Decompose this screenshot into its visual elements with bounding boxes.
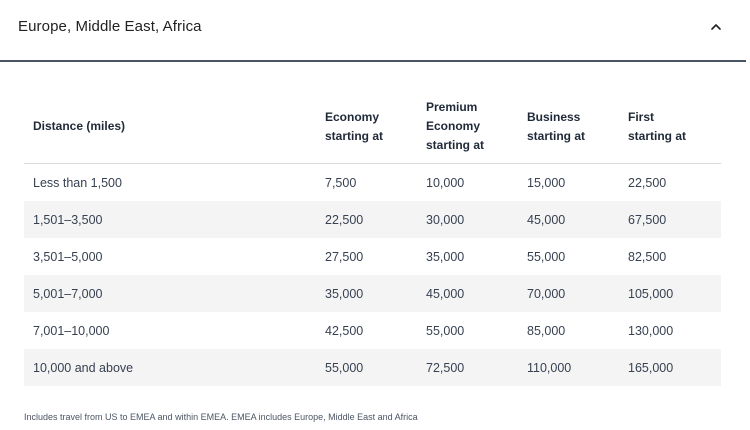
column-header-premium-economy: Premium Economy starting at xyxy=(417,90,518,164)
distance-cell: 10,000 and above xyxy=(24,349,316,386)
table-row: 7,001–10,000 42,500 55,000 85,000 130,00… xyxy=(24,312,721,349)
table-row: 3,501–5,000 27,500 35,000 55,000 82,500 xyxy=(24,238,721,275)
business-cell: 110,000 xyxy=(518,349,619,386)
table-footnote: Includes travel from US to EMEA and with… xyxy=(24,412,418,422)
column-header-distance: Distance (miles) xyxy=(24,90,316,164)
economy-cell: 7,500 xyxy=(325,175,357,190)
premium-economy-cell: 55,000 xyxy=(426,323,465,338)
economy-cell: 27,500 xyxy=(325,249,364,264)
distance-cell: 7,001–10,000 xyxy=(33,323,110,338)
accordion-header-emea[interactable]: Europe, Middle East, Africa xyxy=(0,0,746,62)
column-header-economy: Economy starting at xyxy=(316,90,417,164)
first-cell: 165,000 xyxy=(619,349,721,386)
accordion-title: Europe, Middle East, Africa xyxy=(18,18,202,35)
first-cell: 67,500 xyxy=(619,201,721,238)
column-header-business: Business starting at xyxy=(518,90,619,164)
business-cell: 85,000 xyxy=(527,323,566,338)
economy-cell: 42,500 xyxy=(325,323,364,338)
premium-economy-cell: 30,000 xyxy=(417,201,518,238)
distance-cell: 3,501–5,000 xyxy=(33,249,103,264)
table-row: 5,001–7,000 35,000 45,000 70,000 105,000 xyxy=(24,275,721,312)
economy-cell: 55,000 xyxy=(316,349,417,386)
business-cell: 55,000 xyxy=(527,249,566,264)
premium-economy-cell: 45,000 xyxy=(417,275,518,312)
table-row: 1,501–3,500 22,500 30,000 45,000 67,500 xyxy=(24,201,721,238)
first-cell: 105,000 xyxy=(619,275,721,312)
first-cell: 22,500 xyxy=(628,175,667,190)
premium-economy-cell: 35,000 xyxy=(426,249,465,264)
business-cell: 45,000 xyxy=(518,201,619,238)
first-cell: 130,000 xyxy=(628,323,674,338)
premium-economy-cell: 10,000 xyxy=(426,175,465,190)
chevron-up-icon[interactable] xyxy=(710,22,722,32)
business-cell: 15,000 xyxy=(527,175,566,190)
economy-cell: 35,000 xyxy=(316,275,417,312)
first-cell: 82,500 xyxy=(628,249,667,264)
economy-cell: 22,500 xyxy=(316,201,417,238)
award-chart-table: Distance (miles) Economy starting at Pre… xyxy=(24,90,721,386)
table-row: 10,000 and above 55,000 72,500 110,000 1… xyxy=(24,349,721,386)
distance-cell: 5,001–7,000 xyxy=(24,275,316,312)
distance-cell: Less than 1,500 xyxy=(33,175,122,190)
column-header-first: First starting at xyxy=(619,90,721,164)
table-row: Less than 1,500 7,500 10,000 15,000 22,5… xyxy=(24,164,721,202)
table-header-row: Distance (miles) Economy starting at Pre… xyxy=(24,90,721,164)
premium-economy-cell: 72,500 xyxy=(417,349,518,386)
business-cell: 70,000 xyxy=(518,275,619,312)
distance-cell: 1,501–3,500 xyxy=(24,201,316,238)
